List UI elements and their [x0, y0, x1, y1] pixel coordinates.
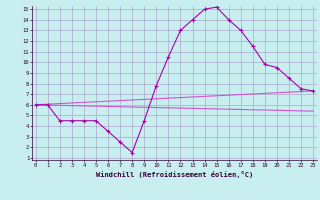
- X-axis label: Windchill (Refroidissement éolien,°C): Windchill (Refroidissement éolien,°C): [96, 171, 253, 178]
